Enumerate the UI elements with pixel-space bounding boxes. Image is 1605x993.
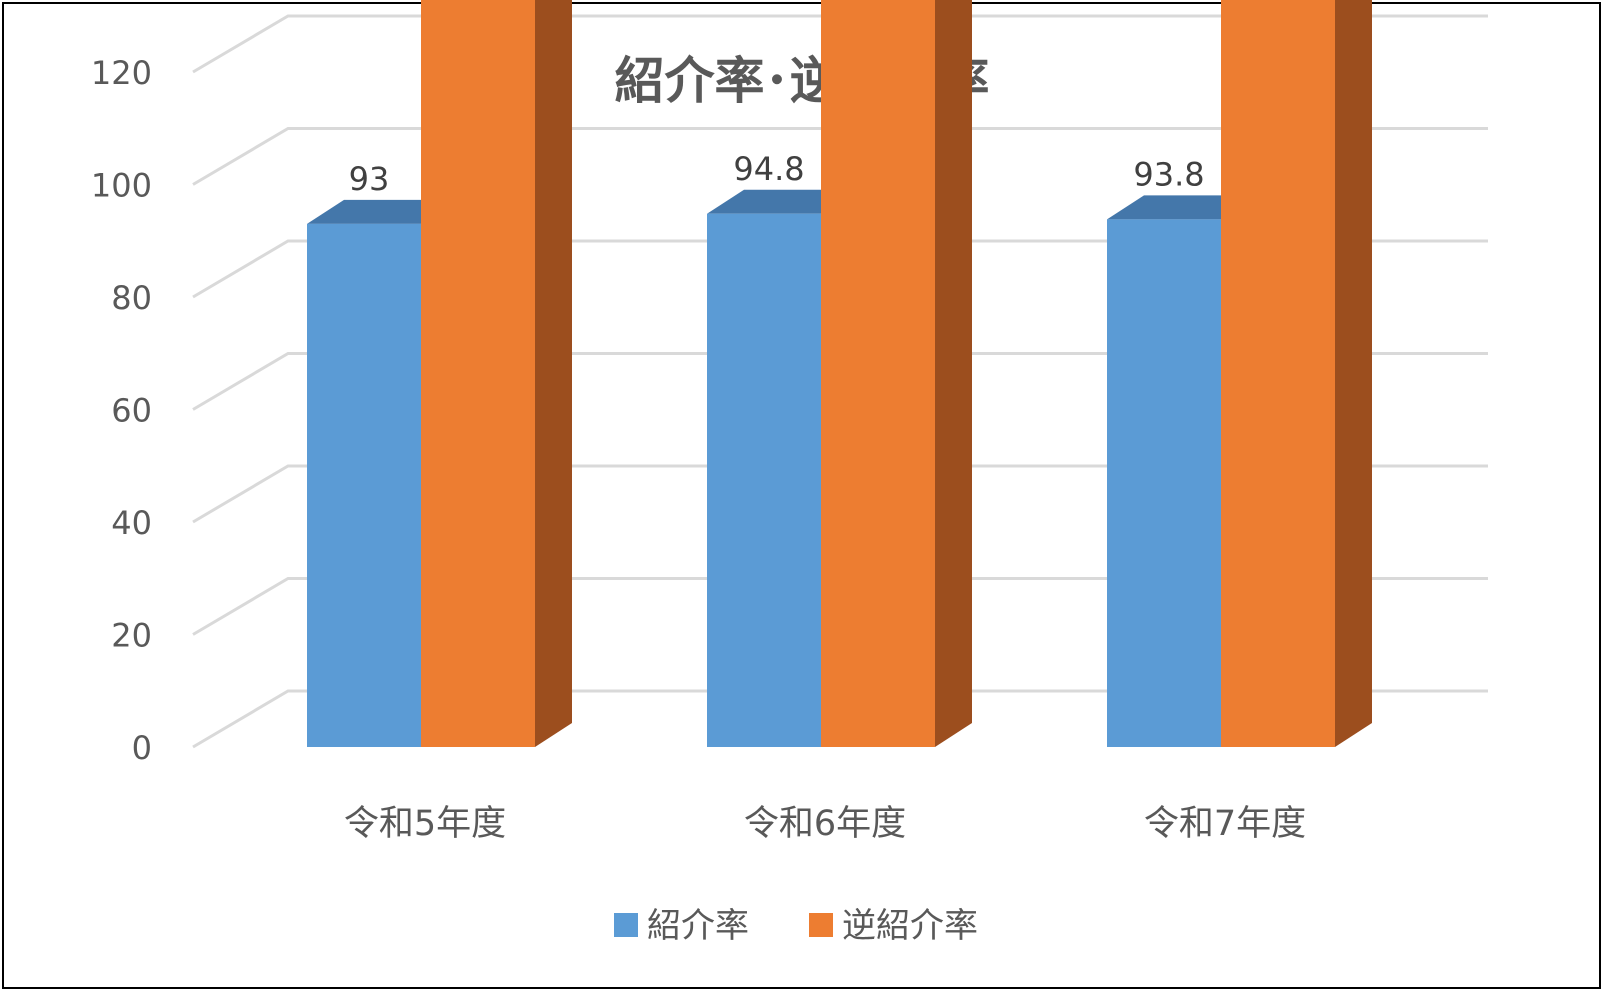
gridline (192, 577, 1488, 636)
bar-1-2 (1221, 0, 1335, 747)
bar-0-0 (307, 223, 421, 747)
bar-1-0 (421, 0, 535, 747)
bar-top (707, 189, 858, 214)
gridline (192, 352, 1488, 411)
bar-0-2 (1107, 219, 1221, 747)
gridline (192, 689, 1488, 749)
bar-side (935, 0, 972, 747)
y-tick-label: 120 (91, 54, 152, 92)
y-tick-label: 60 (111, 392, 152, 430)
y-tick-label: 40 (111, 504, 152, 542)
y-tick-label: 100 (91, 167, 152, 205)
y-axis-ticks: 020406080100120140160180 (91, 54, 152, 767)
bar-top (307, 199, 458, 224)
data-label: 93 (349, 160, 390, 198)
legend-swatch (614, 913, 638, 937)
x-category-label: 令和5年度 (344, 804, 506, 844)
y-tick-label: 80 (111, 279, 152, 317)
data-labels: 93173.394.8166.993.8172 (349, 150, 1205, 198)
bar-0-1 (707, 213, 821, 747)
legend-label: 紹介率 (647, 906, 749, 946)
legend: 紹介率 逆紹介率 (614, 906, 978, 946)
data-label: 93.8 (1133, 155, 1204, 193)
gridline (192, 239, 1488, 299)
data-label: 94.8 (733, 150, 804, 188)
gridline (192, 464, 1488, 524)
gridline (192, 14, 1488, 74)
x-category-label: 令和6年度 (744, 804, 906, 844)
bar-side (535, 0, 572, 747)
gridline (192, 127, 1488, 186)
legend-swatch (809, 913, 833, 937)
bar-side (1335, 0, 1372, 747)
gridlines (192, 14, 1488, 749)
bar-1-1 (821, 0, 935, 747)
y-tick-label: 0 (132, 729, 152, 767)
legend-label: 逆紹介率 (842, 906, 978, 946)
y-tick-label: 20 (111, 617, 152, 655)
bar-top (1107, 195, 1258, 220)
x-axis-categories: 令和5年度 令和6年度 令和7年度 (344, 804, 1306, 844)
x-category-label: 令和7年度 (1144, 804, 1306, 844)
bars (307, 0, 1372, 747)
